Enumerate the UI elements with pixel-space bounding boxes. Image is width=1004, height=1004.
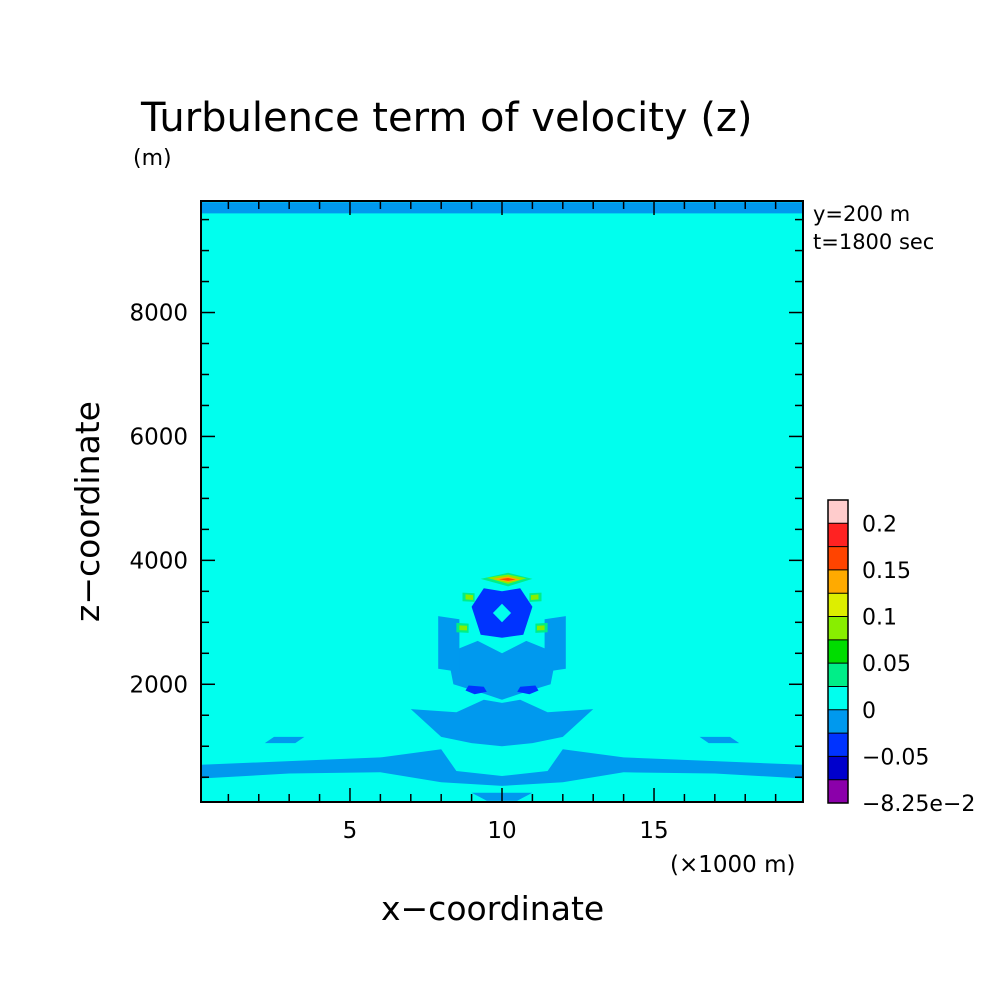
colorbar-swatch-3 — [828, 709, 848, 734]
colorbar-swatch-9 — [828, 569, 848, 594]
contour-region-10 — [465, 685, 487, 695]
colorbar-swatch-8 — [828, 593, 848, 617]
plot-area — [200, 200, 804, 803]
colorbar-label-1: 0.15 — [862, 559, 911, 584]
contour-region-20 — [530, 594, 539, 600]
contour-region-24 — [499, 578, 516, 581]
colorbar-label-3: 0.05 — [862, 652, 911, 677]
colorbar-label-6: −8.25e−2 — [862, 792, 975, 817]
plot-frame — [200, 200, 804, 803]
x-axis-label: x−coordinate — [381, 889, 604, 928]
colorbar-label-4: 0 — [862, 699, 876, 724]
colorbar-swatch-12 — [828, 500, 848, 524]
axis-ticks — [201, 201, 803, 802]
contour-region-11 — [517, 685, 539, 695]
contour-region-1 — [201, 749, 803, 786]
colorbar-swatch-6 — [828, 639, 848, 664]
x-tick-label-15: 15 — [639, 818, 668, 844]
colorbar-label-2: 0.1 — [862, 606, 897, 631]
x-tick-label-5: 5 — [343, 818, 358, 844]
colorbar-label-0: 0.2 — [862, 512, 897, 537]
colorbar-swatch-10 — [828, 546, 848, 570]
y-axis-unit: (m) — [133, 146, 172, 171]
colorbar-label-5: −0.05 — [862, 745, 929, 770]
contour-regions — [201, 202, 803, 801]
x-axis-unit: (×1000 m) — [670, 852, 795, 878]
plot-background — [201, 201, 803, 802]
contour-region-4 — [438, 616, 460, 672]
y-axis-label: z−coordinate — [68, 401, 107, 622]
colorbar-swatch-1 — [828, 756, 848, 780]
colorbar — [827, 499, 849, 804]
x-tick-label-10: 10 — [487, 818, 516, 844]
contour-region-21 — [459, 625, 467, 631]
colorbar-swatch-11 — [828, 523, 848, 547]
contour-region-22 — [537, 625, 545, 631]
contour-region-12 — [492, 603, 512, 623]
y-tick-label-2000: 2000 — [129, 672, 188, 698]
colorbar-frame — [827, 499, 849, 804]
contour-region-19 — [465, 594, 474, 600]
y-tick-label-4000: 4000 — [129, 548, 188, 574]
x-tick-labels: 5 10 15 — [343, 818, 669, 844]
colorbar-labels: 0.2 0.15 0.1 0.05 0 −0.05 −8.25e−2 — [862, 512, 975, 817]
y-tick-labels: 2000 4000 6000 8000 — [129, 301, 188, 699]
y-tick-label-6000: 6000 — [129, 424, 188, 450]
annotation-y-position: y=200 m — [813, 202, 910, 226]
contour-region-6 — [264, 736, 305, 744]
contour-region-3 — [447, 640, 557, 700]
y-tick-label-8000: 8000 — [129, 301, 188, 327]
chart-title: Turbulence term of velocity (z) — [140, 95, 753, 141]
contour-region-7 — [699, 736, 740, 744]
colorbar-swatch-5 — [828, 663, 848, 687]
contour-region-5 — [544, 616, 566, 672]
annotation-time: t=1800 sec — [813, 230, 934, 254]
colorbar-swatch-7 — [828, 616, 848, 640]
colorbar-swatch-2 — [828, 733, 848, 757]
colorbar-swatch-0 — [828, 779, 848, 803]
colorbar-swatch-4 — [828, 686, 848, 710]
contour-region-2 — [410, 699, 594, 747]
